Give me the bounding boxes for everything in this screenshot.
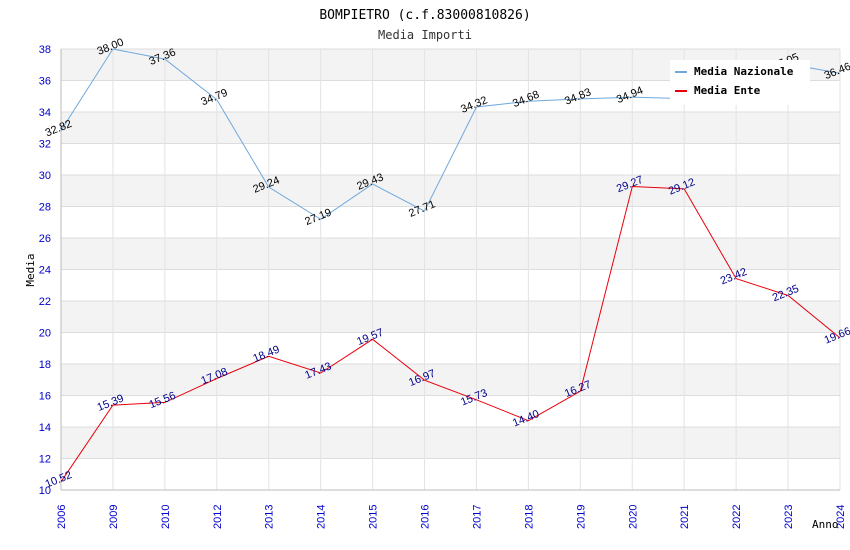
y-tick-label: 38 (39, 44, 51, 56)
y-tick-label: 12 (39, 454, 51, 466)
y-tick-label: 10 (39, 485, 51, 497)
plot-band (61, 206, 840, 238)
x-tick-label: 2022 (731, 505, 743, 529)
x-tick-label: 2017 (471, 505, 483, 529)
y-tick-label: 26 (39, 233, 51, 245)
x-tick-label: 2018 (523, 505, 535, 529)
x-tick-label: 2015 (368, 505, 380, 529)
legend-label-media-ente: Media Ente (694, 84, 761, 97)
plot-band (61, 238, 840, 270)
y-tick-labels: 10 12 14 16 18 20 22 24 26 28 30 32 34 36 38 (39, 44, 51, 497)
plot-band (61, 395, 840, 427)
x-axis-label: Anno (812, 518, 839, 531)
x-tick-label: 2023 (783, 505, 795, 529)
x-tick-label: 2024 (835, 505, 847, 529)
legend-box (670, 60, 810, 105)
x-tick-label: 2013 (264, 505, 276, 529)
plot-band (61, 364, 840, 396)
x-tick-label: 2019 (575, 505, 587, 529)
x-tick-label: 2014 (316, 505, 328, 529)
plot-band (61, 269, 840, 301)
axes (60, 49, 840, 491)
y-tick-label: 22 (39, 296, 51, 308)
y-tick-label: 36 (39, 76, 51, 88)
legend: Media Nazionale Media Ente (670, 60, 810, 105)
x-tick-label: 2020 (627, 505, 639, 529)
y-tick-label: 28 (39, 202, 51, 214)
y-tick-label: 20 (39, 328, 51, 340)
plot-band (61, 332, 840, 364)
grid-lines (60, 48, 841, 491)
x-tick-label: 2006 (56, 505, 68, 529)
chart-title: BOMPIETRO (c.f.83000810826) (319, 8, 530, 23)
y-tick-label: 18 (39, 359, 51, 371)
y-tick-label: 14 (39, 422, 51, 434)
x-tick-labels: 2006 2009 2010 2012 2013 2014 2015 2016 2017 2018… (56, 505, 847, 529)
y-tick-label: 24 (39, 265, 51, 277)
plot-band (61, 301, 840, 333)
chart-subtitle: Media Importi (378, 28, 472, 42)
plot-band (61, 175, 840, 207)
x-tick-label: 2016 (420, 505, 432, 529)
plot-band (61, 112, 840, 144)
legend-label-media-nazionale: Media Nazionale (694, 65, 794, 78)
x-tick-label: 2021 (679, 505, 691, 529)
x-tick-label: 2009 (108, 505, 120, 529)
x-tick-label: 2010 (160, 505, 172, 529)
y-tick-label: 30 (39, 170, 51, 182)
series-line-media-ente (60, 185, 841, 483)
y-tick-label: 34 (39, 107, 51, 119)
plot-band (61, 427, 840, 459)
y-tick-label: 16 (39, 391, 51, 403)
x-tick-label: 2012 (212, 505, 224, 529)
y-axis-label: Media (24, 253, 37, 286)
y-tick-label: 32 (39, 139, 51, 151)
plot-band (61, 458, 840, 490)
plot-background-bands (61, 49, 840, 490)
